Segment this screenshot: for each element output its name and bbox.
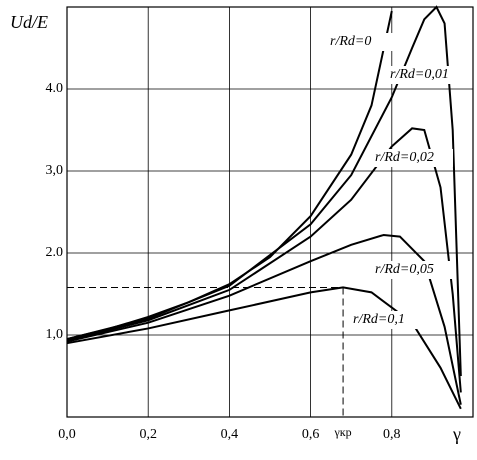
series-line <box>66 233 462 405</box>
series-label: r/Rd=0,05 <box>375 262 434 277</box>
series-label: r/Rd=0,02 <box>375 150 434 165</box>
label-bg <box>373 261 453 279</box>
x-tick-label: 0,2 <box>139 427 157 442</box>
x-axis-label: γ <box>452 424 461 444</box>
x-tick-label: 0,8 <box>383 427 401 442</box>
series-label: r/Rd=0 <box>330 34 371 49</box>
annotation-label: γкр <box>334 425 352 439</box>
y-tick-label: 1,0 <box>46 327 64 342</box>
label-bg <box>388 66 468 84</box>
series-label: r/Rd=0,01 <box>390 67 449 82</box>
label-bg <box>351 311 431 329</box>
label-bg <box>328 33 408 51</box>
series-line <box>66 127 462 393</box>
x-tick-label: 0,6 <box>302 427 320 442</box>
y-tick-label: 3,0 <box>46 163 64 178</box>
series-label: r/Rd=0,1 <box>353 312 405 327</box>
series-line <box>66 286 462 410</box>
x-tick-label: 0,0 <box>58 427 76 442</box>
y-axis-label: Ud/E <box>10 12 48 32</box>
y-tick-label: 2.0 <box>46 245 64 260</box>
x-tick-label: 0,4 <box>221 427 239 442</box>
y-tick-label: 4.0 <box>46 81 64 96</box>
label-bg <box>373 149 453 167</box>
